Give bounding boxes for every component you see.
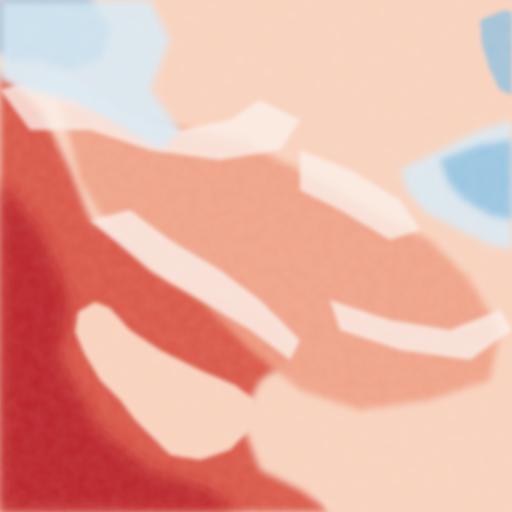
- temperature-map-canvas: [0, 0, 512, 512]
- terrain-texture: [0, 0, 512, 512]
- temperature-map: [0, 0, 512, 512]
